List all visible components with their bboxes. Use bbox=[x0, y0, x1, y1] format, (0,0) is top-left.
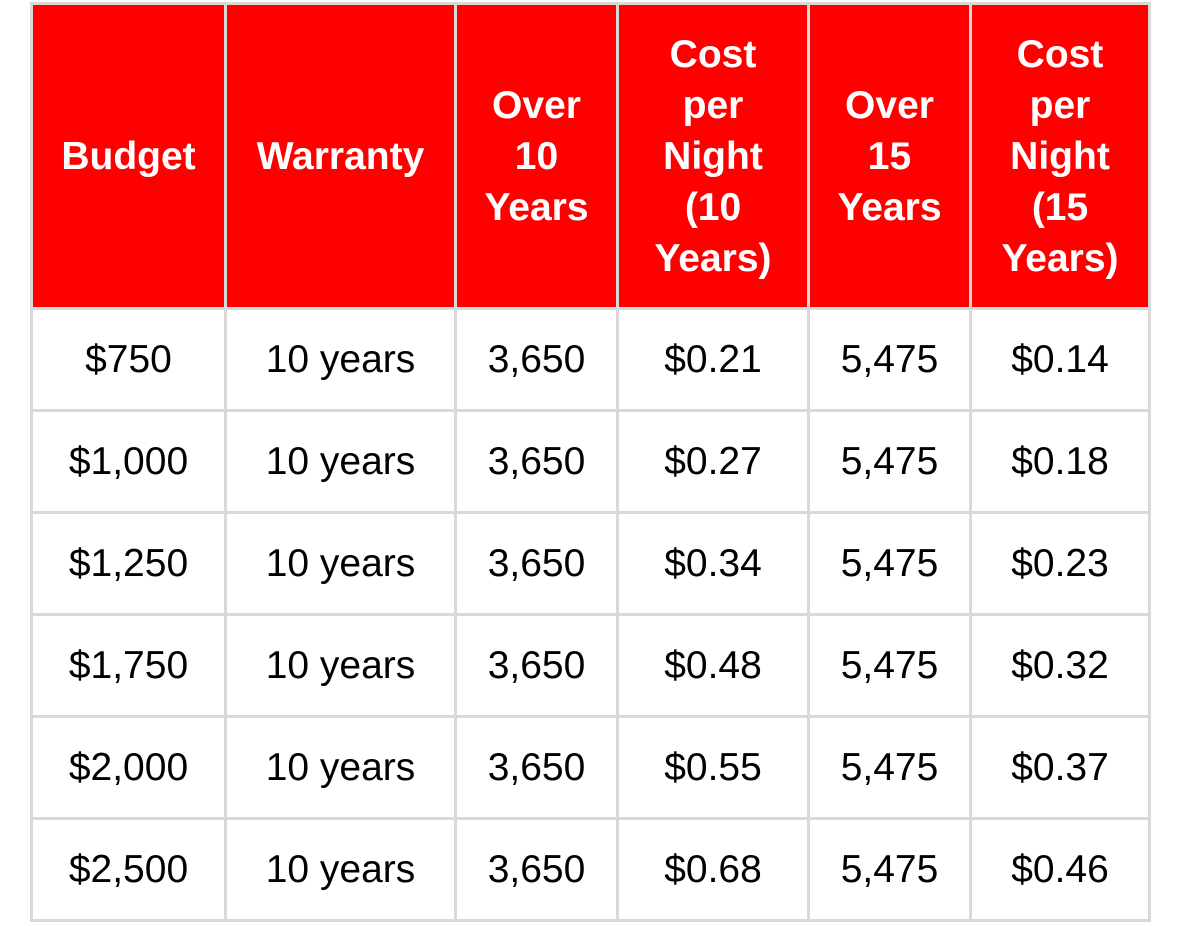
cell-over-15-years: 5,475 bbox=[807, 511, 972, 616]
cell-over-10-years: 3,650 bbox=[454, 817, 619, 922]
cost-table-container: Budget Warranty Over 10 Years Cost per N… bbox=[30, 2, 1151, 922]
header-row: Budget Warranty Over 10 Years Cost per N… bbox=[30, 2, 1151, 310]
table-row: $2,000 10 years 3,650 $0.55 5,475 $0.37 bbox=[30, 715, 1151, 820]
cell-over-15-years: 5,475 bbox=[807, 613, 972, 718]
cell-cost-per-night-15-years: $0.32 bbox=[969, 613, 1151, 718]
cell-over-10-years: 3,650 bbox=[454, 613, 619, 718]
cell-over-15-years: 5,475 bbox=[807, 409, 972, 514]
cell-cost-per-night-15-years: $0.23 bbox=[969, 511, 1151, 616]
table-row: $1,750 10 years 3,650 $0.48 5,475 $0.32 bbox=[30, 613, 1151, 718]
header-over-15-years: Over 15 Years bbox=[807, 2, 972, 310]
cell-over-15-years: 5,475 bbox=[807, 817, 972, 922]
cost-per-night-table: Budget Warranty Over 10 Years Cost per N… bbox=[30, 2, 1151, 922]
cell-budget: $1,750 bbox=[30, 613, 227, 718]
header-over-10-years: Over 10 Years bbox=[454, 2, 619, 310]
table-row: $2,500 10 years 3,650 $0.68 5,475 $0.46 bbox=[30, 817, 1151, 922]
cell-cost-per-night-10-years: $0.55 bbox=[616, 715, 810, 820]
cell-budget: $750 bbox=[30, 307, 227, 412]
header-cost-per-night-15-years: Cost per Night (15 Years) bbox=[969, 2, 1151, 310]
cell-warranty: 10 years bbox=[224, 409, 457, 514]
cell-warranty: 10 years bbox=[224, 307, 457, 412]
cell-cost-per-night-15-years: $0.37 bbox=[969, 715, 1151, 820]
cell-cost-per-night-10-years: $0.27 bbox=[616, 409, 810, 514]
cell-budget: $2,000 bbox=[30, 715, 227, 820]
cell-cost-per-night-15-years: $0.14 bbox=[969, 307, 1151, 412]
header-cost-per-night-10-years: Cost per Night (10 Years) bbox=[616, 2, 810, 310]
cell-cost-per-night-10-years: $0.68 bbox=[616, 817, 810, 922]
cell-over-15-years: 5,475 bbox=[807, 307, 972, 412]
cell-budget: $1,250 bbox=[30, 511, 227, 616]
cell-cost-per-night-15-years: $0.46 bbox=[969, 817, 1151, 922]
cell-cost-per-night-15-years: $0.18 bbox=[969, 409, 1151, 514]
header-budget: Budget bbox=[30, 2, 227, 310]
header-warranty: Warranty bbox=[224, 2, 457, 310]
cell-warranty: 10 years bbox=[224, 817, 457, 922]
table-row: $1,250 10 years 3,650 $0.34 5,475 $0.23 bbox=[30, 511, 1151, 616]
cell-cost-per-night-10-years: $0.48 bbox=[616, 613, 810, 718]
cell-over-10-years: 3,650 bbox=[454, 409, 619, 514]
cell-over-10-years: 3,650 bbox=[454, 307, 619, 412]
cell-cost-per-night-10-years: $0.21 bbox=[616, 307, 810, 412]
cell-cost-per-night-10-years: $0.34 bbox=[616, 511, 810, 616]
cell-budget: $2,500 bbox=[30, 817, 227, 922]
cell-over-10-years: 3,650 bbox=[454, 511, 619, 616]
table-row: $1,000 10 years 3,650 $0.27 5,475 $0.18 bbox=[30, 409, 1151, 514]
cell-warranty: 10 years bbox=[224, 613, 457, 718]
table-row: $750 10 years 3,650 $0.21 5,475 $0.14 bbox=[30, 307, 1151, 412]
cell-warranty: 10 years bbox=[224, 715, 457, 820]
cell-over-10-years: 3,650 bbox=[454, 715, 619, 820]
cell-budget: $1,000 bbox=[30, 409, 227, 514]
cell-over-15-years: 5,475 bbox=[807, 715, 972, 820]
table-body: $750 10 years 3,650 $0.21 5,475 $0.14 $1,000 10… bbox=[30, 307, 1151, 922]
cell-warranty: 10 years bbox=[224, 511, 457, 616]
